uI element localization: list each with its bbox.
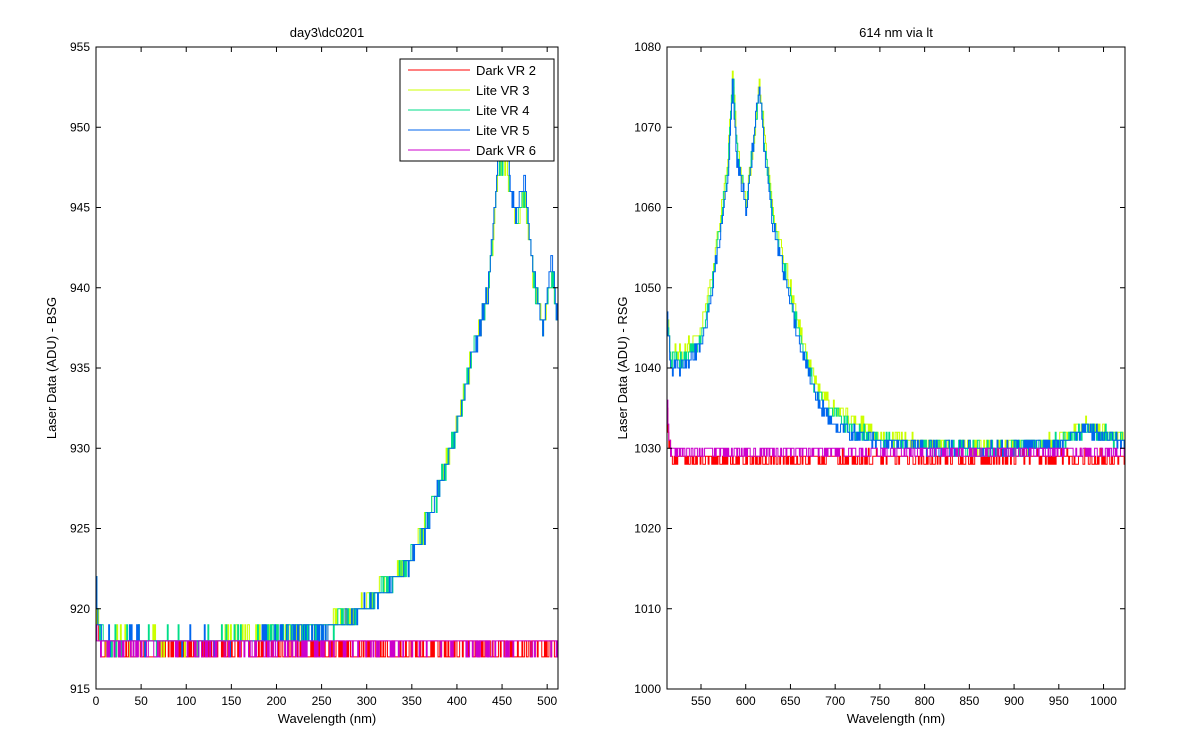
plot-area xyxy=(667,47,1125,689)
x-tick-label: 700 xyxy=(825,694,845,708)
chart-panel-1: 0 50 100 150 200 250 300 350 400 450 500 915 920 925 9… xyxy=(44,25,559,726)
y-tick-label: 935 xyxy=(70,361,90,375)
legend-label: Lite VR 4 xyxy=(476,103,529,118)
x-tick-label: 500 xyxy=(537,694,557,708)
x-axis-label: Wavelength (nm) xyxy=(847,711,946,726)
x-tick-label: 100 xyxy=(176,694,196,708)
x-tick-label: 600 xyxy=(736,694,756,708)
x-tick-label: 0 xyxy=(93,694,100,708)
legend-label: Lite VR 3 xyxy=(476,83,529,98)
y-axis-label: Laser Data (ADU) - RSG xyxy=(615,296,630,439)
x-tick-label: 150 xyxy=(221,694,241,708)
x-tick-label: 50 xyxy=(134,694,148,708)
y-tick-label: 1040 xyxy=(634,361,661,375)
y-tick-label: 955 xyxy=(70,40,90,54)
x-tick-label: 650 xyxy=(780,694,800,708)
series-group xyxy=(667,70,1125,465)
legend: Dark VR 2 Lite VR 3 Lite VR 4 Lite VR 5 Dark… xyxy=(399,58,555,162)
series-line-lite-vr-5 xyxy=(96,142,558,658)
x-tick-label: 850 xyxy=(959,694,979,708)
x-tick-label: 750 xyxy=(870,694,890,708)
y-tick-label: 1010 xyxy=(634,602,661,616)
x-tick-label: 550 xyxy=(691,694,711,708)
y-tick-label: 1070 xyxy=(634,120,661,134)
y-tick-label: 930 xyxy=(70,441,90,455)
y-tick-label: 1060 xyxy=(634,201,661,215)
legend-label: Dark VR 2 xyxy=(476,63,536,78)
x-tick-label: 300 xyxy=(357,694,377,708)
y-tick-label: 915 xyxy=(70,682,90,696)
legend-label: Dark VR 6 xyxy=(476,143,536,158)
legend-label: Lite VR 5 xyxy=(476,123,529,138)
y-tick-label: 1050 xyxy=(634,281,661,295)
y-tick-label: 945 xyxy=(70,201,90,215)
series-line-dark-vr-6 xyxy=(667,399,1125,457)
y-tick-label: 1000 xyxy=(634,682,661,696)
y-tick-label: 920 xyxy=(70,602,90,616)
x-tick-label: 400 xyxy=(447,694,467,708)
x-tick-label: 800 xyxy=(915,694,935,708)
x-tick-label: 1000 xyxy=(1090,694,1117,708)
x-tick-label: 900 xyxy=(1004,694,1024,708)
y-tick-label: 1030 xyxy=(634,441,661,455)
y-tick-label: 950 xyxy=(70,120,90,134)
x-tick-label: 250 xyxy=(312,694,332,708)
y-tick-label: 925 xyxy=(70,522,90,536)
series-line-lite-vr-5 xyxy=(667,78,1125,457)
y-axis-label: Laser Data (ADU) - BSG xyxy=(44,297,59,439)
series-group xyxy=(96,142,558,658)
y-tick-label: 1080 xyxy=(634,40,661,54)
series-line-dark-vr-6 xyxy=(96,624,558,658)
chart-panel-2: 550 600 650 700 750 800 850 900 950 1000 1000 1010 1… xyxy=(615,25,1126,726)
x-tick-label: 350 xyxy=(402,694,422,708)
x-tick-label: 200 xyxy=(266,694,286,708)
y-tick-label: 940 xyxy=(70,281,90,295)
x-axis-label: Wavelength (nm) xyxy=(278,711,377,726)
chart-title: 614 nm via lt xyxy=(859,25,933,40)
y-tick-label: 1020 xyxy=(634,522,661,536)
series-line-dark-vr-2 xyxy=(667,407,1125,465)
x-tick-label: 450 xyxy=(492,694,512,708)
chart-title: day3\dc0201 xyxy=(290,25,364,40)
x-tick-label: 950 xyxy=(1049,694,1069,708)
